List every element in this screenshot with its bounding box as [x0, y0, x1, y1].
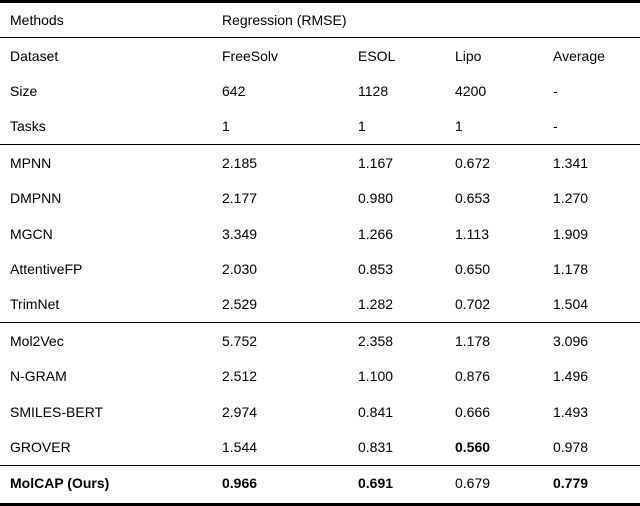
- value-cell: 0.666: [455, 403, 491, 420]
- value-cell: 1.282: [358, 296, 394, 313]
- value-cell: 0.672: [455, 154, 491, 171]
- value-cell: 642: [222, 83, 246, 100]
- row-label: Size: [10, 83, 38, 100]
- table-row: GROVER 1.544 0.831 0.560 0.978: [0, 429, 640, 464]
- value-cell: 0.841: [358, 403, 394, 420]
- value-cell: -: [553, 83, 558, 100]
- table-section: Mol2Vec 5.752 2.358 1.178 3.096 N-GRAM 2.512 1.…: [0, 322, 640, 465]
- row-label: SMILES-BERT: [10, 403, 104, 420]
- table-row: Dataset FreeSolv ESOL Lipo Average: [0, 38, 640, 73]
- value-cell: 4200: [455, 83, 487, 100]
- value-cell: 0.779: [553, 475, 589, 492]
- table-row: MolCAP (Ours) 0.966 0.691 0.679 0.779: [0, 466, 640, 501]
- value-cell: 1.909: [553, 225, 589, 242]
- value-cell: 1.270: [553, 190, 589, 207]
- value-cell: 0.876: [455, 368, 491, 385]
- table-row: Mol2Vec 5.752 2.358 1.178 3.096: [0, 323, 640, 358]
- value-cell: 1.178: [455, 332, 491, 349]
- value-cell: ESOL: [358, 47, 396, 64]
- row-label: MGCN: [10, 225, 53, 242]
- methods-header: Methods: [10, 12, 64, 28]
- value-cell: 0.831: [358, 438, 394, 455]
- value-cell: 0.679: [455, 475, 491, 492]
- table-row: Tasks 1 1 1 -: [0, 109, 640, 144]
- row-label: MPNN: [10, 154, 52, 171]
- row-label: Tasks: [10, 118, 46, 135]
- value-cell: 0.702: [455, 296, 491, 313]
- value-cell: 1.100: [358, 368, 394, 385]
- value-cell: 1.178: [553, 261, 589, 278]
- value-cell: 0.853: [358, 261, 394, 278]
- value-cell: 5.752: [222, 332, 258, 349]
- row-label: Mol2Vec: [10, 332, 64, 349]
- value-cell: 1: [358, 118, 366, 135]
- value-cell: -: [553, 118, 558, 135]
- table-body: Dataset FreeSolv ESOL Lipo Average Size 642 112…: [0, 37, 640, 501]
- value-cell: 3.096: [553, 332, 589, 349]
- value-cell: FreeSolv: [222, 47, 279, 64]
- value-cell: 0.966: [222, 475, 258, 492]
- value-cell: 0.691: [358, 475, 394, 492]
- table-section: Dataset FreeSolv ESOL Lipo Average Size 642 112…: [0, 37, 640, 144]
- value-cell: Average: [553, 47, 605, 64]
- table-row: TrimNet 2.529 1.282 0.702 1.504: [0, 287, 640, 322]
- value-cell: 1.496: [553, 368, 589, 385]
- value-cell: 2.512: [222, 368, 258, 385]
- value-cell: Lipo: [455, 47, 482, 64]
- value-cell: 2.177: [222, 190, 258, 207]
- value-cell: 2.358: [358, 332, 394, 349]
- value-cell: 2.529: [222, 296, 258, 313]
- table-row: N-GRAM 2.512 1.100 0.876 1.496: [0, 359, 640, 394]
- row-label: N-GRAM: [10, 368, 67, 385]
- value-cell: 2.974: [222, 403, 258, 420]
- table-row: MGCN 3.349 1.266 1.113 1.909: [0, 216, 640, 251]
- value-cell: 1.266: [358, 225, 394, 242]
- row-label: GROVER: [10, 438, 71, 455]
- row-label: AttentiveFP: [10, 261, 83, 278]
- table-row: MPNN 2.185 1.167 0.672 1.341: [0, 145, 640, 180]
- row-label: TrimNet: [10, 296, 60, 313]
- value-cell: 0.653: [455, 190, 491, 207]
- value-cell: 0.650: [455, 261, 491, 278]
- value-cell: 1.113: [455, 225, 489, 242]
- regression-rmse-header: Regression (RMSE): [222, 12, 347, 28]
- value-cell: 2.030: [222, 261, 258, 278]
- row-label: Dataset: [10, 47, 59, 64]
- value-cell: 0.978: [553, 438, 589, 455]
- value-cell: 1.504: [553, 296, 589, 313]
- value-cell: 1.341: [553, 154, 589, 171]
- table-row: AttentiveFP 2.030 0.853 0.650 1.178: [0, 251, 640, 286]
- table-title-row: Methods Regression (RMSE): [0, 3, 640, 37]
- table-section: MolCAP (Ours) 0.966 0.691 0.679 0.779: [0, 464, 640, 501]
- row-label: MolCAP (Ours): [10, 475, 110, 492]
- value-cell: 3.349: [222, 225, 258, 242]
- table-section: MPNN 2.185 1.167 0.672 1.341 DMPNN 2.177 0.980 0…: [0, 144, 640, 322]
- value-cell: 0.980: [358, 190, 394, 207]
- value-cell: 1: [222, 118, 230, 135]
- value-cell: 0.560: [455, 438, 491, 455]
- value-cell: 1128: [358, 83, 389, 100]
- value-cell: 1: [455, 118, 463, 135]
- table-row: SMILES-BERT 2.974 0.841 0.666 1.493: [0, 394, 640, 429]
- table-row: DMPNN 2.177 0.980 0.653 1.270: [0, 181, 640, 216]
- value-cell: 1.544: [222, 438, 258, 455]
- value-cell: 2.185: [222, 154, 258, 171]
- row-label: DMPNN: [10, 190, 62, 207]
- table-row: Size 642 1128 4200 -: [0, 73, 640, 108]
- value-cell: 1.493: [553, 403, 589, 420]
- value-cell: 1.167: [358, 154, 394, 171]
